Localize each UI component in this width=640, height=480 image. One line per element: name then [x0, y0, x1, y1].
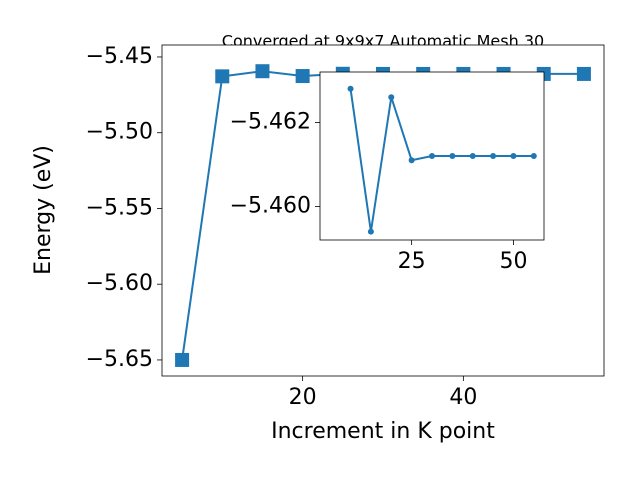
marker	[215, 69, 230, 84]
marker	[469, 153, 476, 159]
x-tick-label: 20	[289, 385, 317, 410]
marker	[530, 153, 537, 159]
marker	[347, 85, 354, 92]
marker	[388, 94, 395, 101]
marker	[367, 228, 374, 235]
x-tick-label: 25	[398, 249, 426, 274]
marker	[255, 64, 270, 79]
x-axis-label: Increment in K point	[271, 419, 495, 444]
x-tick-label: 50	[499, 249, 527, 274]
marker	[429, 153, 435, 159]
x-tick-label: 40	[449, 385, 477, 410]
marker	[490, 153, 497, 159]
y-tick-label: −5.462	[230, 109, 311, 134]
y-tick-label: −5.45	[86, 44, 153, 69]
marker	[449, 153, 456, 159]
y-tick-label: −5.65	[86, 347, 153, 372]
y-tick-label: −5.460	[230, 193, 311, 218]
marker	[576, 66, 591, 81]
axes-frame	[161, 44, 605, 377]
marker	[295, 69, 310, 84]
y-axis-label: Energy (eV)	[31, 145, 56, 275]
plot-group	[347, 85, 537, 235]
y-tick-label: −5.50	[86, 120, 153, 145]
y-tick-label: −5.60	[86, 271, 153, 296]
y-tick-label: −5.55	[86, 195, 153, 220]
marker	[175, 352, 190, 367]
marker	[510, 153, 517, 159]
axes-frame	[319, 71, 545, 241]
series-line	[349, 88, 534, 232]
marker	[408, 157, 415, 164]
